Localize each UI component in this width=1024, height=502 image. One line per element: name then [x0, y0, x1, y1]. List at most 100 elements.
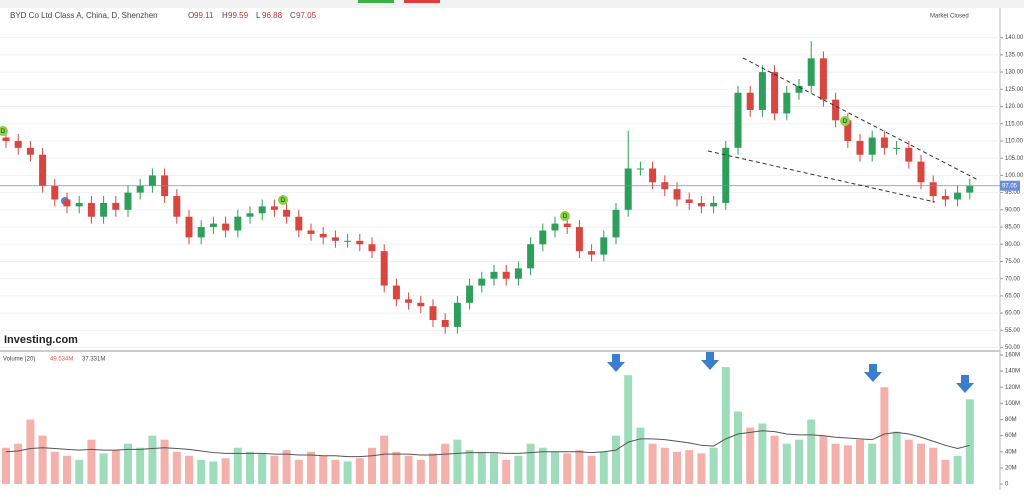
event-marker-label: D: [281, 198, 286, 204]
volume-ma-line: [5, 430, 970, 458]
y-tick-label: 90.00: [1005, 207, 1021, 213]
chart-title: BYD Co Ltd Class A, China, D, Shenzhen: [10, 11, 158, 20]
volume-bar: [246, 451, 254, 484]
volume-bar: [453, 439, 462, 484]
volume-bar: [587, 455, 596, 484]
volume-tick-label: 80M: [1005, 417, 1017, 423]
candle-body: [63, 199, 71, 207]
candle-body: [209, 223, 217, 228]
arrow: [956, 375, 974, 393]
candle-body: [612, 209, 620, 238]
y-tick-label: 125.00: [1005, 87, 1024, 93]
candle-body: [405, 299, 413, 303]
candle-body: [746, 92, 754, 110]
candle-body: [124, 192, 132, 210]
volume-bar: [490, 453, 498, 484]
ohlc-label: H: [222, 11, 228, 20]
candle-body: [941, 196, 949, 200]
candle-body: [710, 202, 718, 207]
volume-bar: [892, 431, 901, 484]
candle-body: [575, 227, 583, 252]
volume-tick-label: 160M: [1005, 353, 1020, 359]
candle-body: [429, 306, 437, 321]
volume-bar: [514, 455, 523, 484]
volume-bar: [124, 443, 132, 484]
candle-body: [283, 209, 291, 217]
candle-body: [929, 182, 937, 197]
candle-body: [14, 140, 22, 148]
candle-body: [392, 285, 400, 300]
candle-body: [197, 227, 205, 238]
ohlc-value: 96.88: [262, 11, 283, 20]
sell-button[interactable]: [404, 0, 440, 3]
candle-body: [600, 237, 608, 255]
volume-tick-label: 100M: [1005, 401, 1020, 407]
volume-tick-label: 120M: [1005, 385, 1020, 391]
candle-body: [514, 268, 522, 279]
volume-bar: [416, 459, 425, 484]
y-tick-label: 95.00: [1005, 190, 1021, 196]
trendline: [742, 57, 979, 181]
candle-body: [75, 202, 83, 207]
volume-bar: [563, 453, 572, 484]
candle-body: [722, 147, 730, 203]
candle-body: [490, 271, 498, 279]
volume-bar: [465, 450, 474, 484]
candle-body: [758, 72, 766, 110]
candle-body: [819, 58, 827, 100]
y-tick-label: 85.00: [1005, 225, 1021, 231]
volume-tick-label: 40M: [1005, 449, 1017, 455]
candle-body: [2, 137, 10, 141]
volume-bar: [782, 443, 791, 484]
candle-body: [539, 230, 547, 245]
candle-body: [368, 244, 376, 252]
event-marker: [0, 126, 8, 136]
candle-body: [246, 213, 254, 217]
volume-bar: [709, 447, 718, 484]
event-marker-label: D: [1, 129, 6, 135]
volume-bar: [294, 459, 303, 484]
candle-body: [966, 185, 974, 193]
volume-bar: [795, 439, 803, 484]
y-tick-label: 70.00: [1005, 276, 1021, 282]
volume-bar: [26, 419, 35, 484]
y-tick-label: 135.00: [1005, 52, 1024, 58]
trendline: [707, 150, 936, 203]
buy-button[interactable]: [358, 0, 394, 3]
y-tick-label: 110.00: [1005, 139, 1024, 145]
volume-bar: [136, 447, 145, 484]
volume-bar: [50, 451, 59, 484]
volume-bar: [624, 375, 633, 484]
volume-bar: [941, 459, 950, 484]
volume-bar: [843, 445, 852, 484]
volume-bar: [233, 447, 242, 484]
candle-body: [905, 147, 913, 162]
candle-body: [222, 223, 230, 231]
volume-bar: [673, 451, 681, 484]
volume-bar: [343, 461, 352, 484]
volume-bar: [575, 450, 584, 484]
volume-bar: [868, 443, 877, 484]
volume-bar: [538, 447, 547, 484]
y-tick-label: 50.00: [1005, 345, 1021, 351]
candle-body: [636, 168, 644, 170]
volume-bar: [63, 455, 71, 484]
y-tick-label: 65.00: [1005, 293, 1021, 299]
volume-bar: [758, 423, 767, 484]
volume-bar: [880, 387, 889, 484]
candle-body: [563, 223, 571, 228]
volume-tick-label: 140M: [1005, 369, 1020, 375]
volume-bar: [697, 453, 706, 484]
volume-bar: [99, 453, 108, 484]
candle-body: [893, 147, 901, 149]
y-tick-label: 105.00: [1005, 156, 1024, 162]
volume-bar: [172, 451, 181, 484]
y-tick-label: 140.00: [1005, 35, 1024, 41]
y-tick-label: 80.00: [1005, 242, 1021, 248]
candle-body: [880, 137, 888, 148]
y-tick-label: 55.00: [1005, 328, 1021, 334]
candle-body: [673, 189, 681, 200]
candle-body: [270, 206, 278, 210]
